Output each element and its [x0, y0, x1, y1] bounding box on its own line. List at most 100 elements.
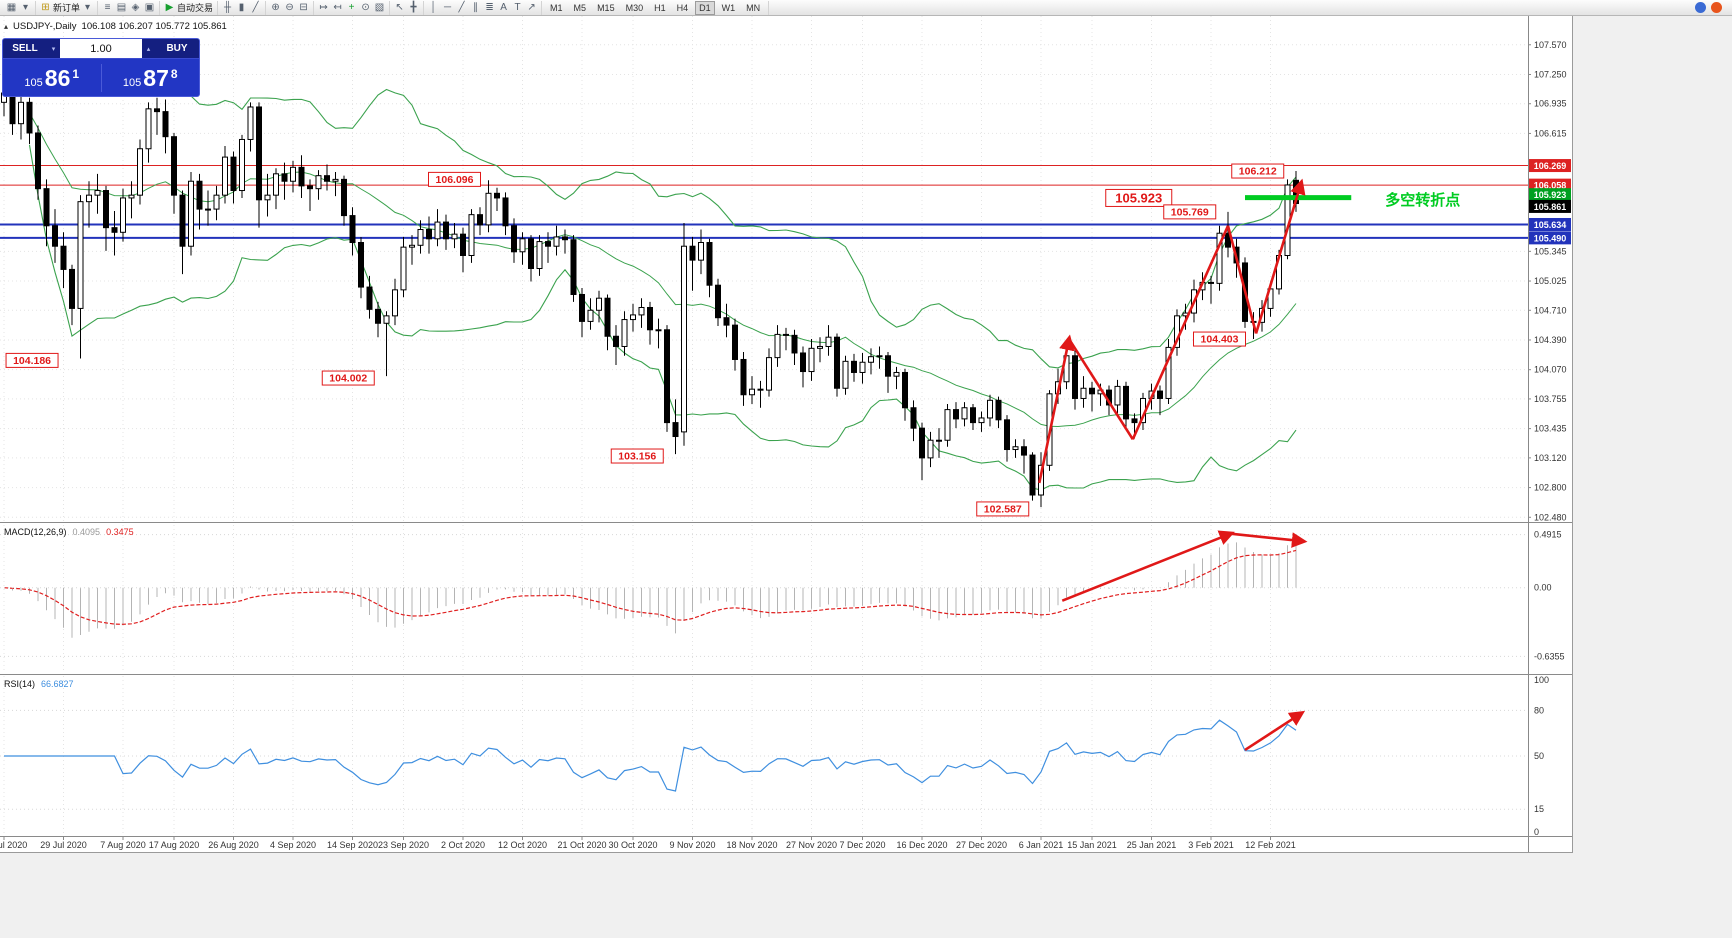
- chart-window-icon[interactable]: ▦: [6, 2, 17, 13]
- candle-body: [137, 148, 143, 196]
- timeframe-mn-button[interactable]: MN: [746, 2, 761, 13]
- timeframe-m30-button[interactable]: M30: [625, 2, 644, 13]
- date-label: 21 Oct 2020: [557, 840, 606, 850]
- arrow-styles-icon[interactable]: ↗: [527, 2, 536, 13]
- macd-name: MACD(12,26,9): [4, 527, 67, 537]
- trend-arrow-segment[interactable]: [1254, 178, 1306, 334]
- auto-scroll-icon[interactable]: ↦: [319, 2, 328, 13]
- fibonacci-icon[interactable]: ≣: [485, 2, 494, 13]
- navigator-icon[interactable]: ◈: [131, 2, 140, 13]
- candle-body: [655, 329, 662, 332]
- candle-body: [120, 197, 126, 233]
- price-tick-label: 103.755: [1534, 394, 1567, 404]
- cursor-icon[interactable]: ↖: [395, 2, 404, 13]
- candle-body: [366, 286, 373, 310]
- candle-body: [706, 242, 713, 286]
- new-order-button[interactable]: ⊞ 新订单 ▾: [40, 1, 93, 14]
- volume-decrease-button[interactable]: ▾: [47, 39, 60, 58]
- indicators-icon[interactable]: +: [348, 2, 355, 13]
- candle-body: [995, 399, 1002, 421]
- bar-chart-icon[interactable]: ╫: [223, 2, 232, 13]
- text-label-icon[interactable]: T: [514, 2, 521, 13]
- price-axis[interactable]: 107.570 107.250 106.935 106.615 105.345 105.0…: [1528, 16, 1572, 852]
- price-tick-label: 107.570: [1534, 40, 1567, 50]
- workspace-empty-bottom: [0, 853, 1573, 938]
- macd-tick-label: -0.6355: [1534, 651, 1565, 661]
- buy-button[interactable]: BUY: [155, 39, 199, 58]
- price-tick-label: 104.070: [1534, 365, 1567, 375]
- candle-body: [715, 284, 721, 319]
- timeframe-m15-button[interactable]: M15: [597, 2, 615, 13]
- timeframe-m1-button[interactable]: M1: [550, 2, 563, 13]
- candle-body: [757, 388, 764, 391]
- sell-price[interactable]: 105 86 1: [3, 65, 101, 90]
- rsi-name: RSI(14): [4, 679, 36, 689]
- volume-increase-button[interactable]: ▴: [142, 39, 155, 58]
- date-label: 20 Jul 2020: [0, 840, 27, 850]
- equidistant-channel-icon[interactable]: ∥: [473, 2, 479, 13]
- periods-icon[interactable]: ⊙: [361, 2, 370, 13]
- horizontal-line-icon[interactable]: ─: [443, 2, 452, 13]
- volume-value[interactable]: 1.00: [90, 42, 112, 55]
- zoom-out-icon[interactable]: ⊖: [285, 2, 294, 13]
- zoom-in-icon[interactable]: ⊕: [271, 2, 280, 13]
- tile-windows-icon[interactable]: ⊟: [299, 2, 308, 13]
- candle-body: [1157, 390, 1163, 399]
- candle-body: [94, 190, 101, 196]
- line-chart-icon[interactable]: ╱: [252, 2, 259, 13]
- candle-body: [451, 233, 458, 240]
- candle-body: [579, 293, 585, 322]
- text-icon[interactable]: A: [500, 2, 507, 13]
- main-toolbar: ▦ ▾ ⊞ 新订单 ▾ ≡ ▤ ◈ ▣ ▶ 自动交易 ╫ ▮ ╱ ⊕ ⊖ ⊟ ↦ ↤ + ⊙ ▧ ↖ ╋ │ ─ ╱ ∥ ≣ A T ↗ M1 M…: [0, 0, 1732, 16]
- macd-histogram: [12, 541, 1297, 638]
- trend-arrow-segment[interactable]: [1131, 225, 1230, 440]
- candle-body: [553, 236, 560, 247]
- toolbar-group: ≡ ▤ ◈ ▣: [98, 0, 161, 15]
- price-callout: 104.403: [1193, 331, 1246, 347]
- data-window-icon[interactable]: ▤: [116, 2, 127, 13]
- candle-body: [689, 245, 696, 261]
- chart-shift-icon[interactable]: ↤: [333, 2, 342, 13]
- candle-body: [1089, 387, 1095, 395]
- trend-arrow-segment[interactable]: [1244, 710, 1306, 752]
- terminal-icon[interactable]: ▣: [144, 2, 155, 13]
- vertical-line-icon[interactable]: │: [430, 2, 437, 13]
- candlestick-chart-icon[interactable]: ▮: [238, 2, 245, 13]
- templates-icon[interactable]: ▧: [374, 2, 385, 13]
- rsi-tick-label: 50: [1534, 751, 1544, 761]
- dropdown-arrow-icon[interactable]: ▾: [85, 2, 91, 13]
- timeframe-m5-button[interactable]: M5: [573, 2, 587, 13]
- price-tick-label: 106.615: [1534, 128, 1567, 138]
- sell-button[interactable]: SELL: [3, 39, 47, 58]
- price-tick-label: 107.250: [1534, 69, 1567, 79]
- metaquotes-icon[interactable]: [1711, 2, 1722, 13]
- autotrading-button[interactable]: ▶ 自动交易: [164, 1, 213, 14]
- trend-arrow-segment[interactable]: [1230, 532, 1308, 548]
- market-watch-icon[interactable]: ≡: [104, 2, 111, 13]
- candle-body: [460, 233, 466, 257]
- trend-arrow-segment[interactable]: [1067, 338, 1134, 441]
- candle-body: [647, 306, 653, 331]
- svg-text:106.269: 106.269: [1534, 161, 1567, 171]
- buy-price[interactable]: 105 87 8: [102, 65, 200, 90]
- trend-arrow-segment[interactable]: [1038, 334, 1075, 484]
- trend-arrow-segment[interactable]: [1061, 530, 1235, 602]
- chart-canvas[interactable]: 多空转折点 104.186 104.002 106.096 103.156 102.587…: [0, 16, 1572, 852]
- volume-input[interactable]: 1.00: [60, 39, 142, 58]
- crosshair-icon[interactable]: ╋: [410, 2, 417, 13]
- candle-body: [621, 319, 628, 347]
- trendline-icon[interactable]: ╱: [458, 2, 465, 13]
- candle-body: [18, 101, 24, 125]
- date-label: 3 Feb 2021: [1188, 840, 1234, 850]
- community-icon[interactable]: [1695, 2, 1706, 13]
- candle-body: [800, 352, 806, 373]
- dropdown-arrow-icon[interactable]: ▾: [22, 2, 29, 13]
- trend-arrow-segment[interactable]: [1226, 225, 1258, 334]
- timeframe-h1-button[interactable]: H1: [654, 2, 666, 13]
- candle-body: [842, 360, 849, 389]
- candle-body: [247, 106, 254, 140]
- timeframe-d1-button[interactable]: D1: [695, 0, 715, 15]
- timeframe-h4-button[interactable]: H4: [676, 2, 689, 13]
- timeframe-w1-button[interactable]: W1: [721, 2, 736, 13]
